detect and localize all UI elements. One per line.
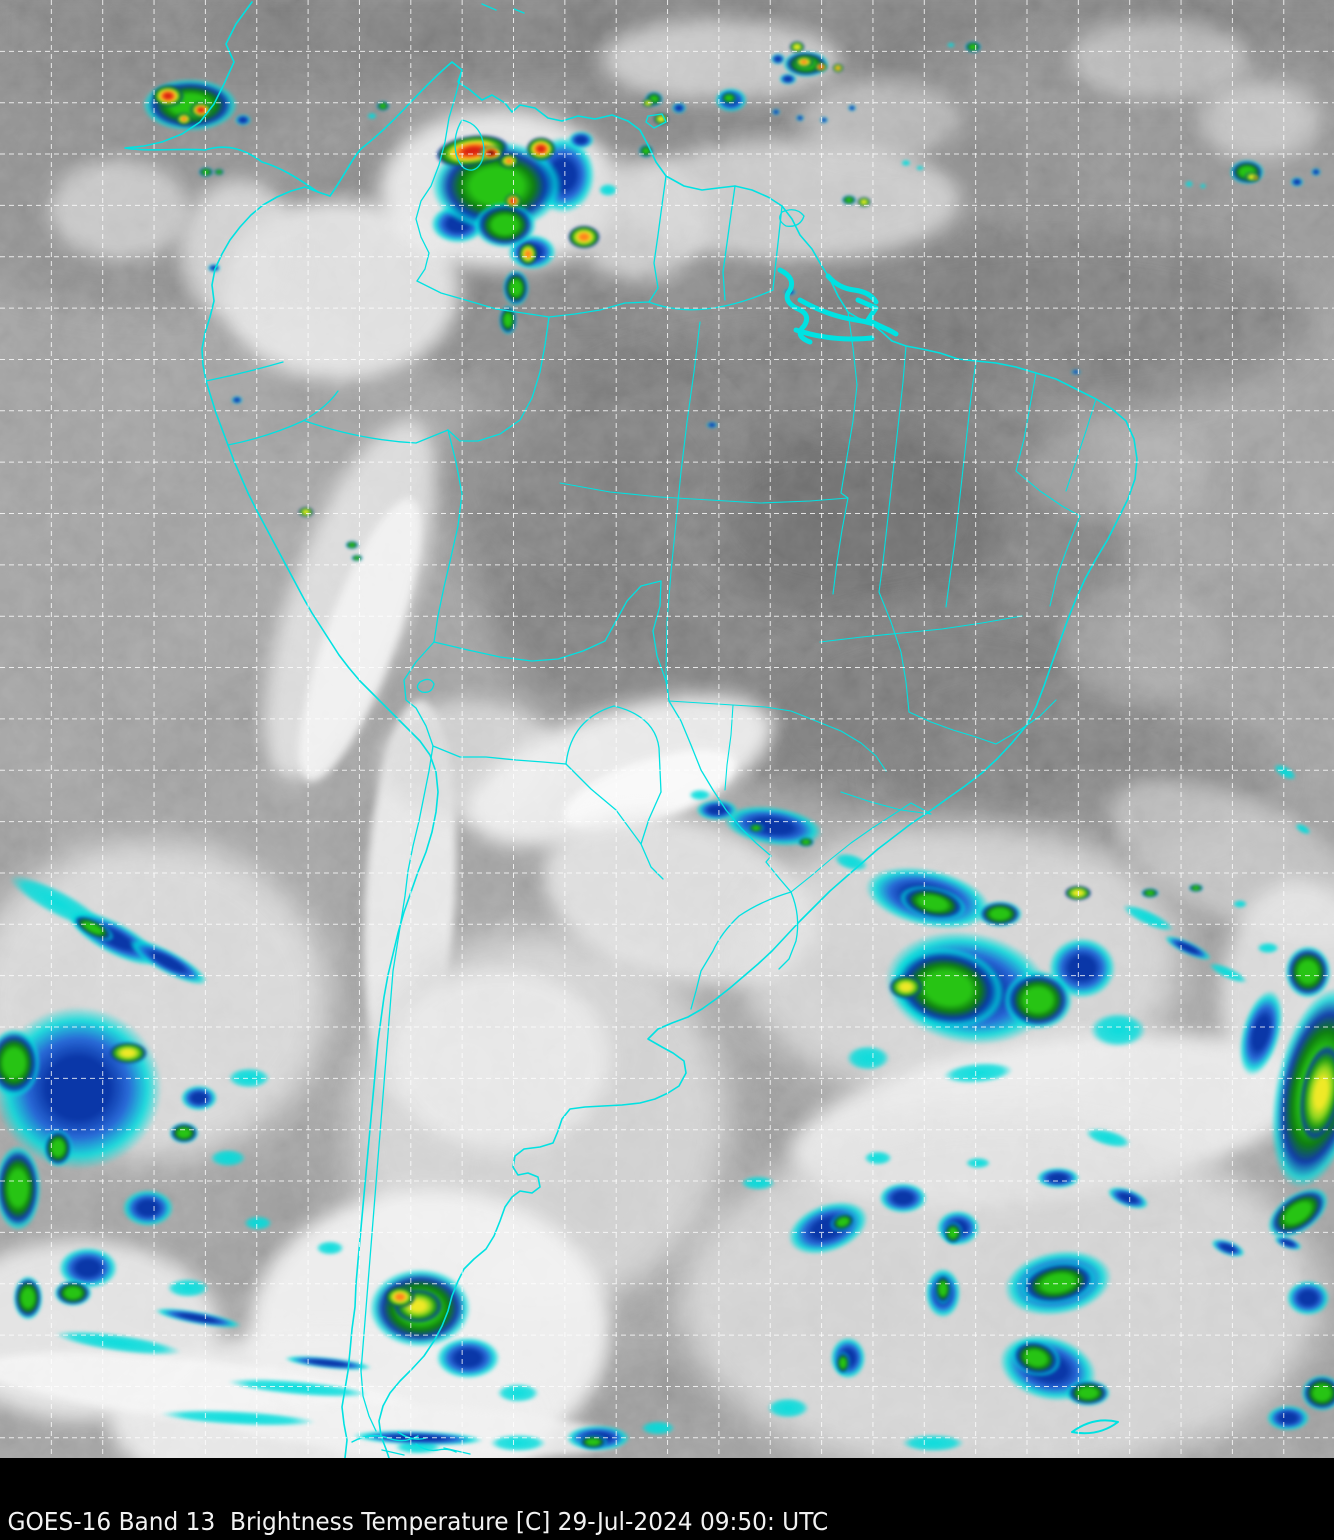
storm-cell-blue	[1031, 1165, 1085, 1191]
storm-cell-green	[1187, 883, 1205, 893]
storm-cell-blue	[819, 116, 829, 124]
storm-cell-blue	[1310, 167, 1322, 177]
storm-cell-blue	[1289, 176, 1305, 188]
storm-cell-green	[796, 836, 816, 848]
storm-cell-green	[834, 1349, 852, 1377]
storm-cell-red	[1253, 175, 1259, 181]
storm-cell-orange	[566, 224, 602, 250]
satellite-map	[0, 0, 1334, 1458]
storm-cell-yellow	[886, 973, 926, 1001]
amazon-delta-rivers	[777, 267, 899, 345]
storm-cell-cyan	[1082, 1008, 1154, 1052]
storm-cell-orange	[383, 1285, 417, 1309]
storm-cell-green	[1280, 940, 1334, 1004]
island-trinidad	[645, 113, 667, 129]
storm-cell-green	[1297, 1371, 1334, 1415]
coastline-south-america	[329, 61, 1138, 1458]
storm-cell-blue	[847, 104, 857, 112]
storm-cell-orange	[793, 55, 815, 69]
country-borders	[205, 69, 799, 1432]
storm-cell-blue	[230, 395, 244, 405]
storm-cell-green	[40, 1125, 76, 1171]
storm-cell-cyan	[596, 182, 620, 198]
storm-cell-cyan	[962, 1156, 994, 1170]
brazil-state-borders	[559, 311, 1097, 893]
storm-cell-green	[344, 540, 360, 550]
storm-cell-blue	[771, 108, 781, 116]
antilles-fragment-1	[481, 3, 497, 11]
antilles-fragment-2	[513, 8, 525, 14]
storm-cell-cyan	[946, 42, 956, 48]
storm-cell-blue	[705, 421, 719, 429]
storm-cell-green	[932, 1270, 954, 1308]
storm-cell-green	[840, 194, 858, 206]
storm-cell-cyan	[1254, 941, 1282, 955]
storm-cell-cyan	[900, 159, 912, 167]
storm-cell-cyan	[636, 1419, 680, 1437]
storm-cell-red	[189, 101, 213, 119]
storm-cell-blue	[206, 263, 222, 273]
storm-cell-blue	[1070, 369, 1082, 375]
storm-cell-red	[525, 136, 557, 162]
storm-cell-green	[1139, 887, 1161, 899]
storm-cell-cyan	[205, 1147, 251, 1169]
storm-cell-cyan	[222, 1065, 276, 1091]
storm-cell-cyan	[312, 1239, 348, 1257]
storm-cell-cyan	[161, 1276, 215, 1300]
caption-bar: GOES-16 Band 13 Brightness Temperature […	[0, 1458, 1334, 1540]
country-borders-layer	[124, 1, 1138, 1458]
lake-titicaca	[416, 678, 435, 693]
storm-cell-green	[350, 554, 364, 562]
storm-cell-blue	[176, 1082, 222, 1114]
storm-cell-cyan	[915, 165, 925, 171]
storm-cell-blue	[565, 129, 597, 151]
storm-cell-yellow	[788, 40, 806, 54]
storm-cell-blue	[116, 1185, 180, 1231]
storm-cell-green	[197, 166, 215, 178]
caption-text: GOES-16 Band 13 Brightness Temperature […	[7, 1506, 829, 1536]
storm-cell-cyan	[860, 1149, 896, 1167]
storm-cell-red	[814, 62, 828, 72]
coastline-central-america	[124, 1, 331, 197]
storm-cell-cyan	[1231, 899, 1249, 909]
storm-cell-green	[0, 1136, 46, 1240]
storm-cell-yellow	[297, 506, 315, 518]
graticule-layer	[0, 0, 1334, 1458]
storm-cell-blue	[873, 1179, 933, 1217]
south-georgia-arc	[1071, 1419, 1119, 1435]
storm-cell-cyan	[1184, 180, 1194, 188]
storm-cell-orange	[175, 112, 193, 126]
storm-cell-green	[1061, 1377, 1115, 1409]
storm-cell-blue	[670, 101, 688, 115]
storm-cell-green	[10, 1271, 46, 1325]
coastline-pacific	[201, 186, 439, 1458]
lake-maracaibo	[454, 119, 485, 171]
storm-cell-red	[151, 84, 185, 108]
storm-cell-green	[50, 1277, 96, 1309]
storm-cell-green	[575, 1433, 611, 1451]
storm-cells-layer	[0, 40, 1334, 1456]
storm-cell-green	[718, 90, 740, 106]
storm-cell-green	[637, 143, 655, 159]
storm-cell-green	[746, 822, 766, 834]
storm-cell-cyan	[736, 1174, 780, 1192]
storm-cell-blue	[795, 114, 805, 122]
storm-cell-yellow	[105, 1040, 151, 1066]
storm-cell-green	[166, 1120, 202, 1146]
storm-cell-cyan	[1199, 183, 1207, 189]
storm-cell-orange	[517, 241, 539, 267]
storm-cell-cyan	[366, 112, 378, 120]
storm-cell-cyan	[840, 1042, 896, 1074]
storm-cell-cyan	[491, 1381, 545, 1405]
storm-cell-green	[963, 40, 983, 54]
storm-cell-green	[213, 168, 225, 176]
storm-cell-cyan	[240, 1214, 276, 1232]
storm-cell-green	[941, 1219, 965, 1247]
storm-cell-orange	[832, 63, 844, 73]
storm-cell-blue	[691, 797, 743, 823]
